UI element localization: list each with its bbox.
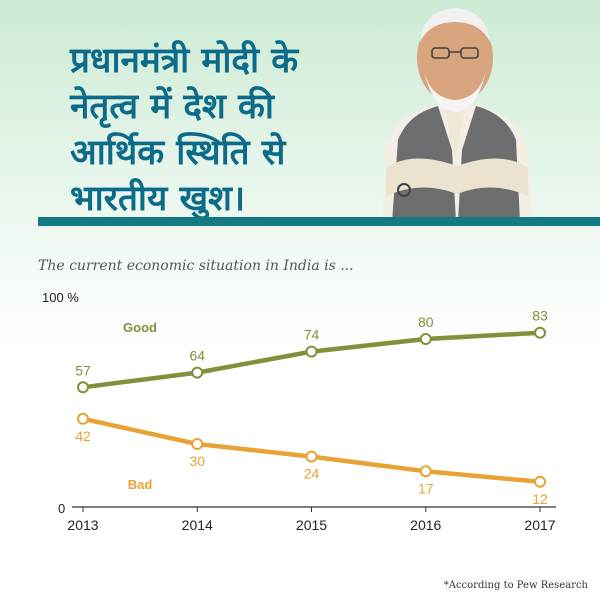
data-point [77,381,89,394]
portrait-illustration [382,8,532,222]
data-point [305,450,318,463]
series-label-good: Good [123,320,157,335]
data-label: 83 [532,308,548,324]
x-tick-label: 2013 [67,517,98,533]
data-point [419,333,432,345]
y-tick-label-top: 100 % [42,290,79,305]
data-label: 24 [304,466,320,482]
series-label-bad: Bad [128,477,153,492]
source-footnote: *According to Pew Research [443,580,588,591]
data-label: 30 [189,453,205,469]
hero-title: प्रधानमंत्री मोदी के नेतृत्व में देश की … [70,41,299,219]
y-tick-label-zero: 0 [58,501,65,516]
chart-title: The current economic situation in India … [38,258,354,274]
hero-header: प्रधानमंत्री मोदी के नेतृत्व में देश की … [0,0,600,222]
data-label: 42 [75,428,91,444]
data-point [191,366,204,379]
data-label: 74 [304,327,320,343]
data-point [305,345,318,358]
data-point [419,465,432,478]
line-chart: 2013 2014 2015 2016 2017 100 % 0 57 64 74 80 83 Goo… [42,290,556,533]
data-label: 64 [189,348,205,364]
data-point [534,475,546,488]
x-tick-label: 2016 [410,517,441,533]
series-good: 57 64 74 80 83 Good [75,308,548,394]
data-point [77,412,89,425]
chart-series: 57 64 74 80 83 Good 42 30 24 17 12 Bad [75,308,548,507]
x-tick-label: 2015 [296,517,327,533]
series-bad: 42 30 24 17 12 Bad [75,412,548,507]
data-point [191,438,204,450]
data-point [534,326,546,339]
data-label: 57 [75,362,91,378]
header-divider [38,217,600,226]
data-label: 17 [418,480,434,496]
data-label: 12 [532,491,548,507]
x-tick-label: 2014 [182,517,213,533]
data-label: 80 [418,314,434,330]
chart-axes: 2013 2014 2015 2016 2017 100 % 0 [42,290,556,533]
x-tick-label: 2017 [524,517,555,533]
